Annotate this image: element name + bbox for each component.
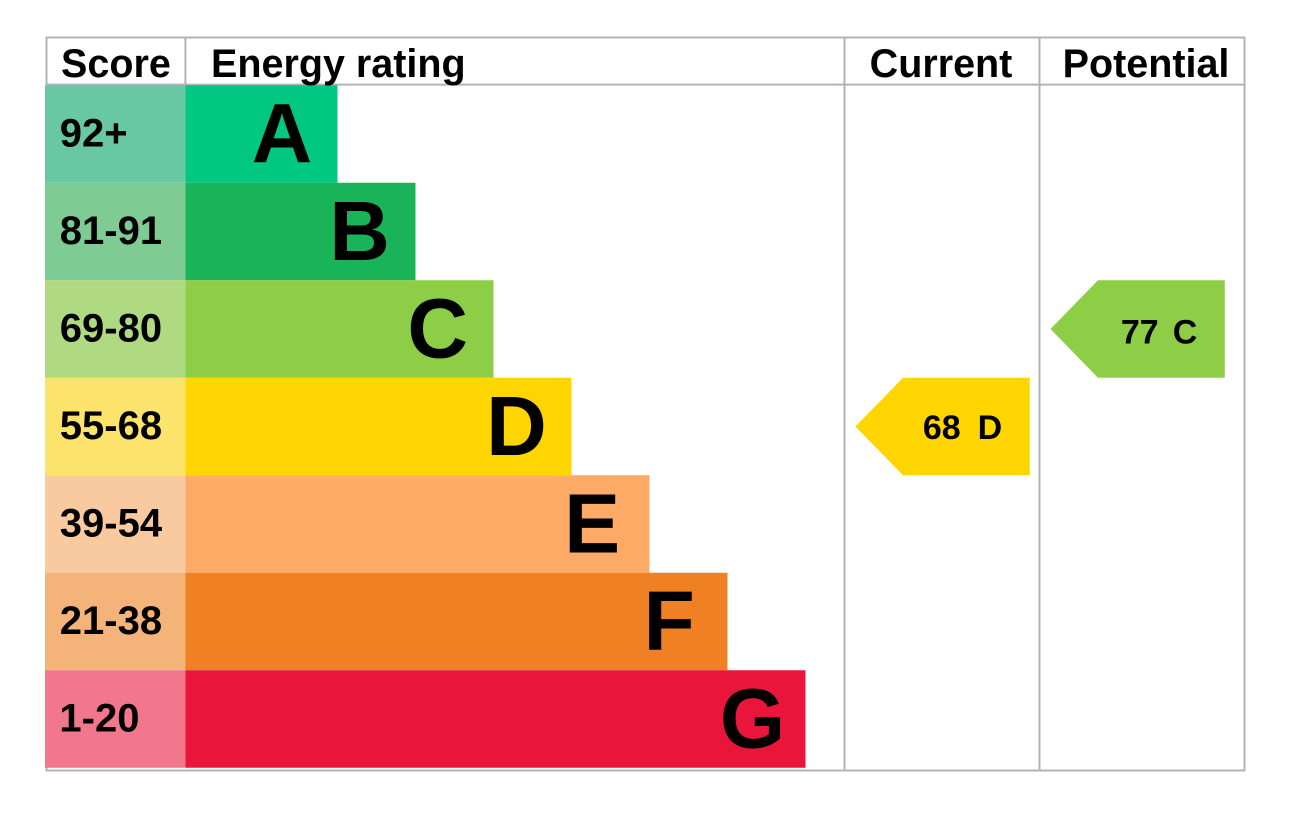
svg-text:F: F	[644, 574, 695, 668]
svg-text:Potential: Potential	[1063, 42, 1230, 86]
svg-text:Score: Score	[61, 42, 171, 86]
svg-text:Energy rating: Energy rating	[211, 42, 466, 86]
svg-text:21-38: 21-38	[60, 599, 162, 643]
svg-text:39-54: 39-54	[60, 501, 163, 545]
svg-text:81-91: 81-91	[60, 209, 162, 253]
svg-text:E: E	[564, 477, 620, 571]
svg-text:92+: 92+	[60, 111, 128, 155]
svg-text:68: 68	[923, 409, 961, 447]
svg-text:69-80: 69-80	[60, 306, 162, 350]
svg-text:D: D	[978, 409, 1003, 447]
svg-text:Current: Current	[870, 42, 1013, 86]
svg-text:1-20: 1-20	[59, 696, 139, 740]
svg-text:55-68: 55-68	[60, 404, 162, 448]
svg-text:77: 77	[1121, 313, 1159, 351]
svg-text:B: B	[329, 184, 390, 278]
svg-text:G: G	[720, 672, 785, 766]
svg-text:C: C	[1173, 313, 1198, 351]
svg-text:C: C	[407, 282, 468, 376]
svg-text:A: A	[252, 87, 313, 181]
svg-text:D: D	[486, 379, 547, 473]
